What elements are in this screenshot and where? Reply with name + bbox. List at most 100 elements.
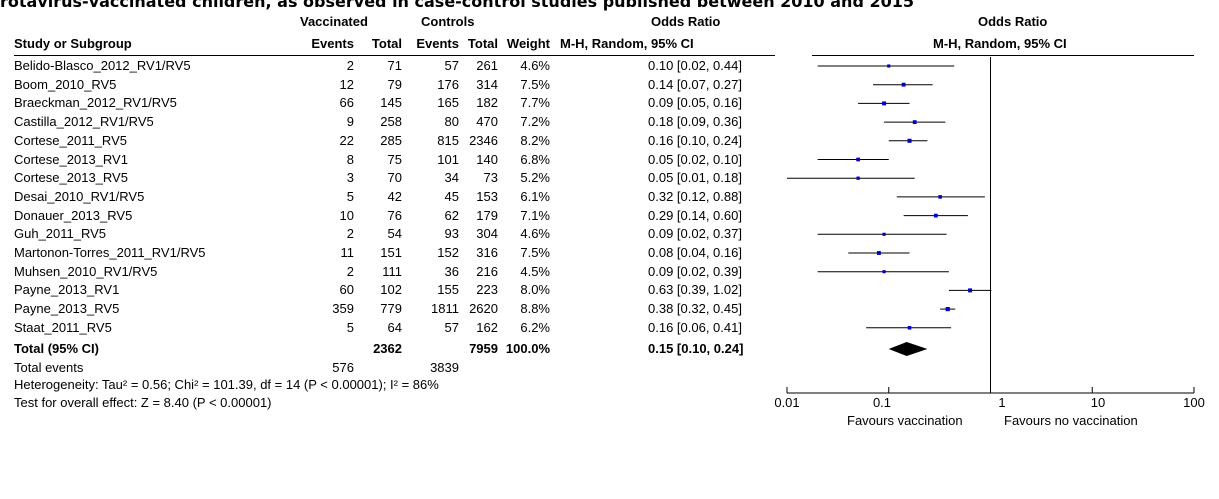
control-total: 261 (476, 58, 498, 73)
study-weight: 7.2% (520, 114, 550, 130)
favours-no-vaccination-label: Favours no vaccination (1004, 413, 1138, 428)
vaccinated-events: 11 (340, 245, 355, 260)
study-header: Study or Subgroup (14, 36, 132, 51)
control-events: 155 (437, 282, 459, 298)
events2-header: Events (416, 36, 459, 51)
study-name: Staat_2011_RV5 (14, 319, 112, 335)
study-ci: 0.09 [0.02, 0.39] (648, 263, 742, 279)
vaccinated-events: 12 (339, 76, 354, 92)
study-weight: 7.7% (520, 95, 550, 111)
pooled-diamond (888, 342, 928, 356)
total2-header: Total (467, 36, 498, 51)
point-estimate (887, 64, 891, 68)
study-weight: 8.0% (520, 282, 550, 298)
control-events: 62 (444, 207, 459, 223)
control-total: 182 (476, 95, 498, 111)
vaccinated-events: 5 (346, 188, 354, 204)
control-events: 1811 (431, 301, 459, 317)
control-total: 470 (476, 114, 498, 130)
control-total: 179 (476, 207, 498, 223)
point-estimate (907, 138, 912, 143)
study-name: Castilla_2012_RV1/RV5 (14, 114, 154, 130)
study-weight: 8.8% (520, 301, 550, 317)
study-ci: 0.10 [0.02, 0.44] (648, 58, 742, 73)
vaccinated-events: 3 (346, 170, 354, 186)
point-estimate (901, 82, 906, 87)
tick-label: 0.01 (774, 395, 800, 410)
control-total: 216 (476, 263, 498, 279)
study-name: Braeckman_2012_RV1/RV5 (14, 95, 177, 111)
study-ci: 0.09 [0.05, 0.16] (648, 95, 742, 111)
header-rule-left (14, 55, 775, 56)
study-ci: 0.05 [0.02, 0.10] (648, 151, 742, 167)
study-weight: 4.6% (520, 58, 550, 73)
controls-header: Controls (421, 14, 475, 29)
study-ci: 0.38 [0.32, 0.45] (648, 301, 742, 317)
control-total: 162 (476, 319, 498, 335)
point-estimate (882, 232, 886, 236)
vaccinated-header: Vaccinated (300, 14, 368, 29)
study-name: Guh_2011_RV5 (14, 226, 107, 242)
chart-title: rotavirus-vaccinated children, as observ… (0, 0, 914, 11)
tick-label: 10 (1090, 395, 1106, 410)
vaccinated-total: 70 (387, 170, 402, 186)
total-controls: 7959 (469, 341, 498, 356)
overall-effect-text: Test for overall effect: Z = 8.40 (P < 0… (14, 395, 272, 410)
study-name: Boom_2010_RV5 (14, 76, 117, 92)
vaccinated-total: 258 (380, 114, 402, 130)
vaccinated-total: 79 (387, 76, 402, 92)
study-weight: 4.6% (520, 226, 550, 242)
study-weight: 6.1% (520, 188, 550, 204)
method-header: M-H, Random, 95% CI (560, 36, 694, 51)
vaccinated-total: 42 (387, 188, 402, 204)
vaccinated-events: 2 (346, 226, 354, 242)
tick-label: 100 (1183, 395, 1205, 410)
total-events-vaccinated: 576 (332, 360, 354, 375)
vaccinated-events: 22 (339, 132, 354, 148)
study-name: Belido-Blasco_2012_RV1/RV5 (14, 58, 191, 73)
control-events: 176 (437, 76, 459, 92)
study-ci: 0.05 [0.01, 0.18] (648, 170, 742, 186)
tick-label: 1 (998, 395, 1006, 410)
vaccinated-total: 779 (380, 301, 402, 317)
study-name: Cortese_2011_RV5 (14, 132, 127, 148)
method-plot-header: M-H, Random, 95% CI (933, 36, 1067, 51)
vaccinated-events: 10 (339, 207, 354, 223)
point-estimate (938, 195, 942, 199)
vaccinated-total: 151 (380, 245, 402, 260)
header-rule-right (812, 55, 1194, 56)
control-events: 80 (444, 114, 459, 130)
control-events: 152 (437, 245, 459, 260)
study-ci: 0.14 [0.07, 0.27] (648, 76, 742, 92)
control-total: 2346 (469, 132, 498, 148)
vaccinated-events: 66 (339, 95, 354, 111)
study-name: Cortese_2013_RV1 (14, 151, 128, 167)
vaccinated-total: 102 (380, 282, 402, 298)
control-total: 314 (476, 76, 498, 92)
vaccinated-events: 2 (346, 58, 354, 73)
study-name: Donauer_2013_RV5 (14, 207, 133, 223)
study-weight: 6.2% (520, 319, 550, 335)
control-total: 153 (476, 188, 498, 204)
tick-label: 0.1 (872, 395, 892, 410)
vaccinated-total: 71 (387, 58, 402, 73)
total-weight: 100.0% (505, 341, 550, 356)
control-total: 223 (476, 282, 498, 298)
total-vaccinated: 2362 (373, 341, 402, 356)
study-name: Payne_2013_RV5 (14, 301, 120, 317)
study-ci: 0.29 [0.14, 0.60] (648, 207, 742, 223)
control-total: 73 (483, 170, 498, 186)
study-ci: 0.18 [0.09, 0.36] (648, 114, 742, 130)
odds-ratio-header: Odds Ratio (651, 14, 721, 29)
control-total: 140 (476, 151, 498, 167)
vaccinated-total: 111 (382, 263, 402, 279)
study-name: Martonon-Torres_2011_RV1/RV5 (14, 245, 206, 260)
study-name: Muhsen_2010_RV1/RV5 (14, 263, 158, 279)
total-label: Total (95% CI) (14, 341, 99, 356)
heterogeneity-text: Heterogeneity: Tau² = 0.56; Chi² = 101.3… (14, 377, 439, 392)
point-estimate (912, 120, 917, 124)
study-ci: 0.63 [0.39, 1.02] (648, 282, 742, 298)
control-events: 36 (444, 263, 459, 279)
vaccinated-events: 8 (346, 151, 354, 167)
